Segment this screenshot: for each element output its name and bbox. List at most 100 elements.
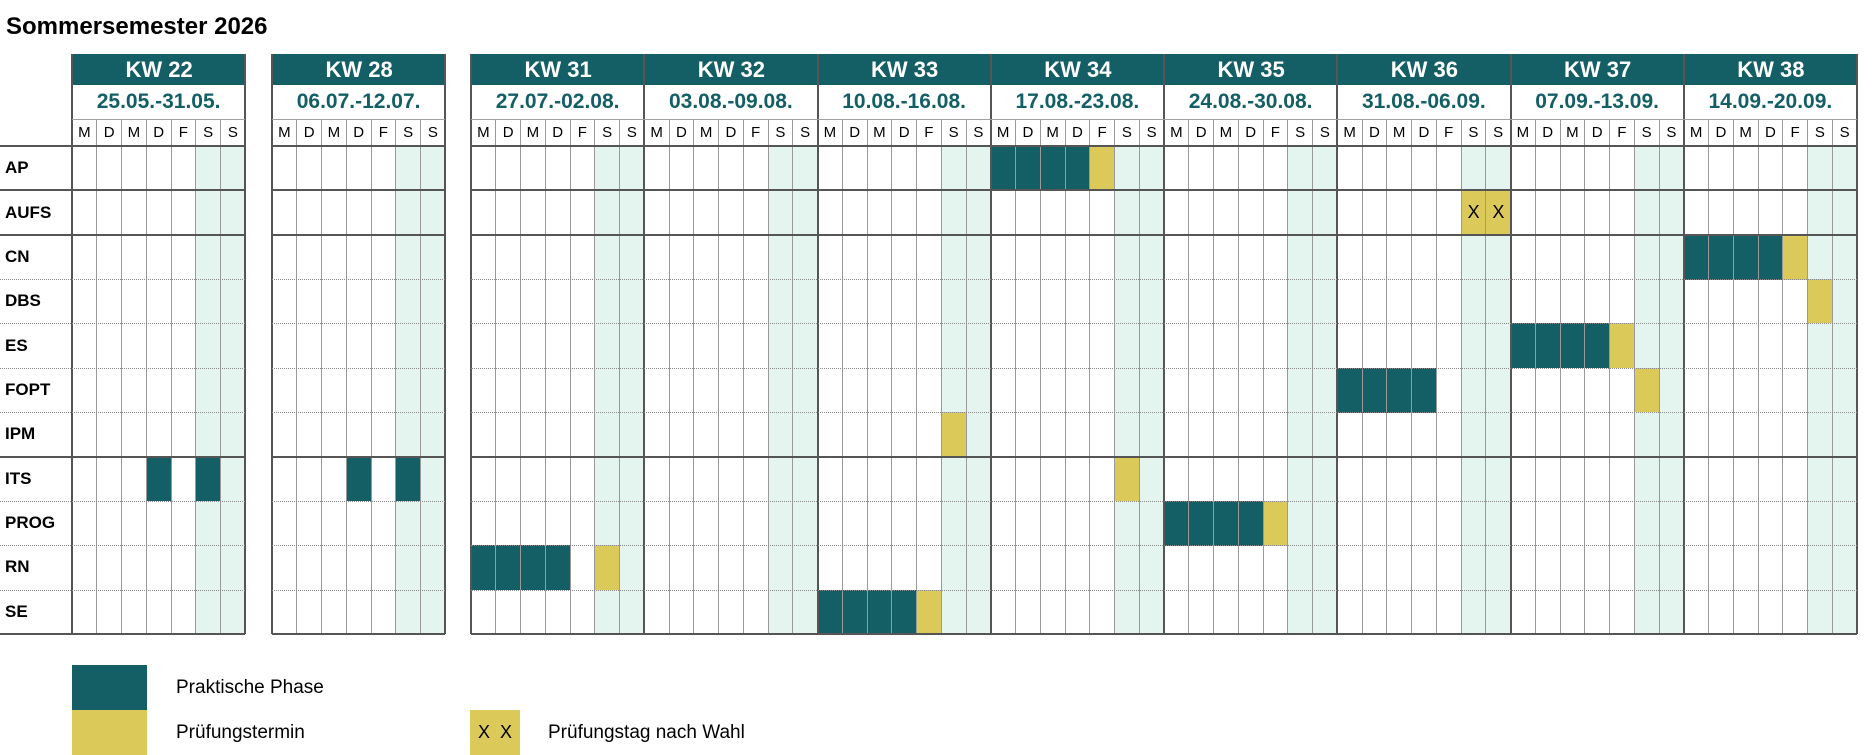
schedule-cell bbox=[72, 368, 97, 413]
schedule-cell bbox=[1733, 368, 1758, 413]
schedule-cell bbox=[1065, 235, 1090, 280]
schedule-cell bbox=[1783, 457, 1808, 502]
schedule-cell bbox=[1189, 412, 1214, 457]
day-label: D bbox=[1591, 124, 1603, 141]
schedule-cell bbox=[1412, 590, 1437, 635]
day-label: D bbox=[303, 124, 315, 141]
schedule-cell bbox=[146, 235, 171, 280]
schedule-cell bbox=[220, 500, 246, 546]
schedule-cell bbox=[1139, 589, 1165, 635]
schedule-cell bbox=[743, 412, 768, 457]
schedule-cell bbox=[1436, 146, 1461, 191]
day-label: S bbox=[203, 124, 214, 141]
schedule-cell bbox=[1337, 457, 1362, 502]
day-label: S bbox=[973, 124, 984, 141]
grid-line bbox=[668, 119, 670, 634]
schedule-cell bbox=[1337, 235, 1362, 280]
praktische-phase-cell bbox=[1510, 323, 1536, 369]
schedule-cell bbox=[1535, 590, 1560, 635]
schedule-cell bbox=[991, 190, 1016, 235]
schedule-cell bbox=[1263, 412, 1288, 457]
day-label: M bbox=[1566, 124, 1579, 141]
schedule-cell bbox=[395, 412, 421, 458]
day-label: M bbox=[327, 124, 341, 141]
schedule-cell bbox=[1634, 234, 1660, 280]
schedule-cell bbox=[1485, 589, 1511, 635]
praktische-phase-cell bbox=[867, 589, 893, 635]
schedule-cell bbox=[1535, 545, 1560, 590]
schedule-cell bbox=[521, 501, 546, 546]
schedule-cell bbox=[322, 545, 347, 590]
schedule-cell bbox=[1362, 457, 1387, 502]
pruefungstermin-cell bbox=[1114, 456, 1140, 502]
schedule-cell bbox=[1114, 279, 1140, 324]
schedule-cell bbox=[420, 545, 446, 591]
schedule-cell bbox=[743, 190, 768, 235]
schedule-cell bbox=[1783, 190, 1808, 235]
schedule-cell bbox=[1709, 146, 1734, 191]
schedule-cell bbox=[1263, 279, 1288, 324]
grid-line bbox=[1188, 119, 1190, 634]
schedule-cell bbox=[570, 412, 595, 457]
schedule-cell bbox=[792, 456, 818, 502]
schedule-cell bbox=[1461, 234, 1487, 280]
grid-line bbox=[1089, 119, 1091, 634]
schedule-cell bbox=[991, 457, 1016, 502]
schedule-cell bbox=[570, 501, 595, 546]
schedule-cell bbox=[322, 146, 347, 191]
schedule-cell bbox=[792, 323, 818, 369]
schedule-cell bbox=[1659, 412, 1685, 458]
grid-line bbox=[345, 119, 347, 634]
schedule-cell bbox=[395, 234, 421, 280]
schedule-cell bbox=[1560, 279, 1585, 324]
schedule-cell bbox=[1114, 190, 1140, 236]
schedule-cell bbox=[1807, 323, 1833, 369]
schedule-cell bbox=[1238, 457, 1263, 502]
praktische-phase-cell bbox=[146, 456, 172, 502]
schedule-cell bbox=[842, 323, 867, 368]
schedule-cell bbox=[1783, 368, 1808, 413]
schedule-cell bbox=[892, 368, 917, 413]
schedule-cell bbox=[1139, 545, 1165, 591]
schedule-cell bbox=[97, 279, 122, 324]
grid-line bbox=[841, 119, 843, 634]
schedule-cell bbox=[1610, 235, 1635, 280]
schedule-cell bbox=[1485, 279, 1511, 324]
grid-line bbox=[989, 54, 992, 634]
schedule-cell bbox=[594, 279, 620, 324]
schedule-cell bbox=[395, 545, 421, 591]
schedule-cell bbox=[1436, 323, 1461, 368]
day-label: S bbox=[1295, 124, 1306, 141]
day-label: F bbox=[577, 124, 587, 141]
grid-line bbox=[220, 119, 221, 634]
schedule-cell bbox=[917, 501, 942, 546]
day-label: F bbox=[178, 124, 188, 141]
day-label: D bbox=[898, 124, 910, 141]
week-date-range: 25.05.-31.05. bbox=[96, 90, 221, 113]
schedule-cell bbox=[420, 323, 446, 369]
schedule-cell bbox=[97, 501, 122, 546]
schedule-cell bbox=[322, 323, 347, 368]
schedule-cell bbox=[1585, 190, 1610, 235]
praktische-phase-cell bbox=[471, 545, 497, 591]
schedule-cell bbox=[768, 367, 794, 413]
schedule-cell bbox=[1585, 590, 1610, 635]
schedule-cell bbox=[619, 190, 645, 236]
schedule-cell bbox=[1238, 545, 1263, 590]
schedule-cell bbox=[1485, 545, 1511, 591]
schedule-cell bbox=[1090, 235, 1115, 280]
schedule-cell bbox=[1090, 412, 1115, 457]
schedule-cell bbox=[1312, 367, 1338, 413]
schedule-cell bbox=[1511, 457, 1536, 502]
praktische-phase-cell bbox=[346, 456, 372, 502]
schedule-cell bbox=[1511, 235, 1536, 280]
day-label: S bbox=[227, 124, 238, 141]
schedule-cell bbox=[768, 279, 794, 324]
schedule-cell bbox=[1412, 545, 1437, 590]
grid-line bbox=[1732, 119, 1734, 634]
schedule-cell bbox=[1511, 412, 1536, 457]
schedule-cell bbox=[1758, 412, 1783, 457]
schedule-cell bbox=[966, 279, 992, 324]
schedule-cell bbox=[1412, 190, 1437, 235]
schedule-cell bbox=[1040, 545, 1065, 590]
